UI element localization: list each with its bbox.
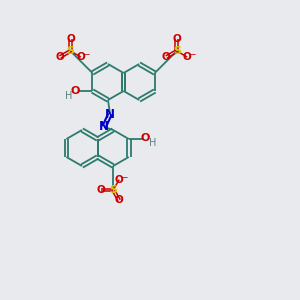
Text: H: H	[65, 91, 72, 101]
Text: H: H	[149, 138, 157, 148]
Text: −: −	[188, 50, 196, 58]
Text: O: O	[97, 185, 106, 195]
Text: −: −	[82, 50, 90, 58]
Text: O: O	[66, 34, 75, 44]
Text: S: S	[109, 185, 117, 195]
Text: N: N	[99, 121, 109, 134]
Text: O: O	[172, 34, 181, 44]
Text: −: −	[120, 172, 128, 181]
Text: O: O	[71, 86, 80, 96]
Text: O: O	[56, 52, 64, 62]
Text: O: O	[76, 52, 85, 62]
Text: S: S	[66, 46, 74, 56]
Text: S: S	[173, 46, 181, 56]
Text: O: O	[162, 52, 171, 62]
Text: O: O	[115, 195, 124, 206]
Text: O: O	[140, 133, 149, 143]
Text: N: N	[105, 107, 115, 121]
Text: O: O	[183, 52, 191, 62]
Text: O: O	[115, 175, 124, 184]
